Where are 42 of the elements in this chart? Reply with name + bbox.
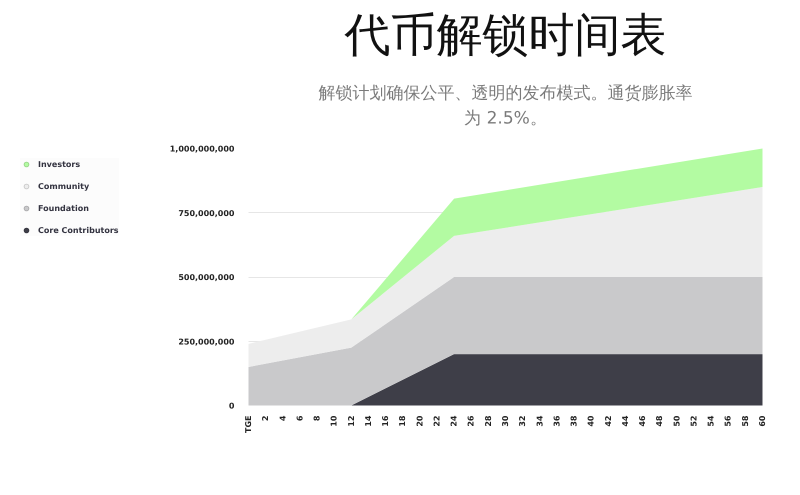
x-tick-label: 18 xyxy=(398,415,408,427)
y-tick-label: 1,000,000,000 xyxy=(170,144,235,154)
x-tick-label: 58 xyxy=(740,415,750,427)
x-tick-label: 8 xyxy=(312,415,322,422)
x-tick-label: 42 xyxy=(604,415,613,427)
x-tick-label: 22 xyxy=(432,415,442,427)
x-tick-label: 32 xyxy=(518,415,528,427)
y-tick-label: 0 xyxy=(228,402,235,410)
x-tick-label: 56 xyxy=(724,415,733,427)
chart-title: 代币解锁时间表 xyxy=(344,8,666,62)
y-tick-label: 750,000,000 xyxy=(178,208,235,218)
x-tick-label: 36 xyxy=(552,415,562,427)
x-tick-label: 2 xyxy=(261,415,270,422)
x-tick-label: 20 xyxy=(415,415,424,427)
legend-label: Core Contributors xyxy=(38,226,119,234)
x-tick-label: 50 xyxy=(672,415,682,427)
legend-label: Community xyxy=(38,182,90,190)
chart-subtitle: 解锁计划确保公平、透明的发布模式。通货膨胀率为 2.5%。 xyxy=(318,84,692,128)
x-tick-label: 34 xyxy=(535,415,544,427)
y-tick-label: 500,000,000 xyxy=(178,273,235,282)
x-tick-label: 52 xyxy=(689,415,698,427)
x-tick-label: 26 xyxy=(466,415,476,427)
x-tick-label: 28 xyxy=(484,415,493,427)
x-tick-label: 12 xyxy=(346,415,356,427)
x-tick-label: 54 xyxy=(706,415,716,427)
legend-label: Foundation xyxy=(38,204,89,212)
x-tick-label: 60 xyxy=(758,415,767,427)
x-tick-label: 4 xyxy=(278,415,288,422)
x-tick-label: 30 xyxy=(501,415,510,427)
x-tick-label: 24 xyxy=(450,415,459,427)
x-tick-label: 48 xyxy=(655,415,664,427)
x-tick-label: 16 xyxy=(381,415,390,427)
y-tick-label: 250,000,000 xyxy=(178,337,235,346)
x-tick-label: 38 xyxy=(570,415,579,427)
x-tick-label: 14 xyxy=(364,415,373,427)
legend-label: Investors xyxy=(38,160,80,168)
x-tick-label: 44 xyxy=(620,415,630,427)
x-tick-label: 10 xyxy=(330,415,339,427)
x-tick-label: TGE xyxy=(244,415,253,433)
x-tick-label: 46 xyxy=(638,415,648,427)
x-tick-label: 6 xyxy=(295,415,304,422)
x-tick-label: 40 xyxy=(586,415,596,427)
